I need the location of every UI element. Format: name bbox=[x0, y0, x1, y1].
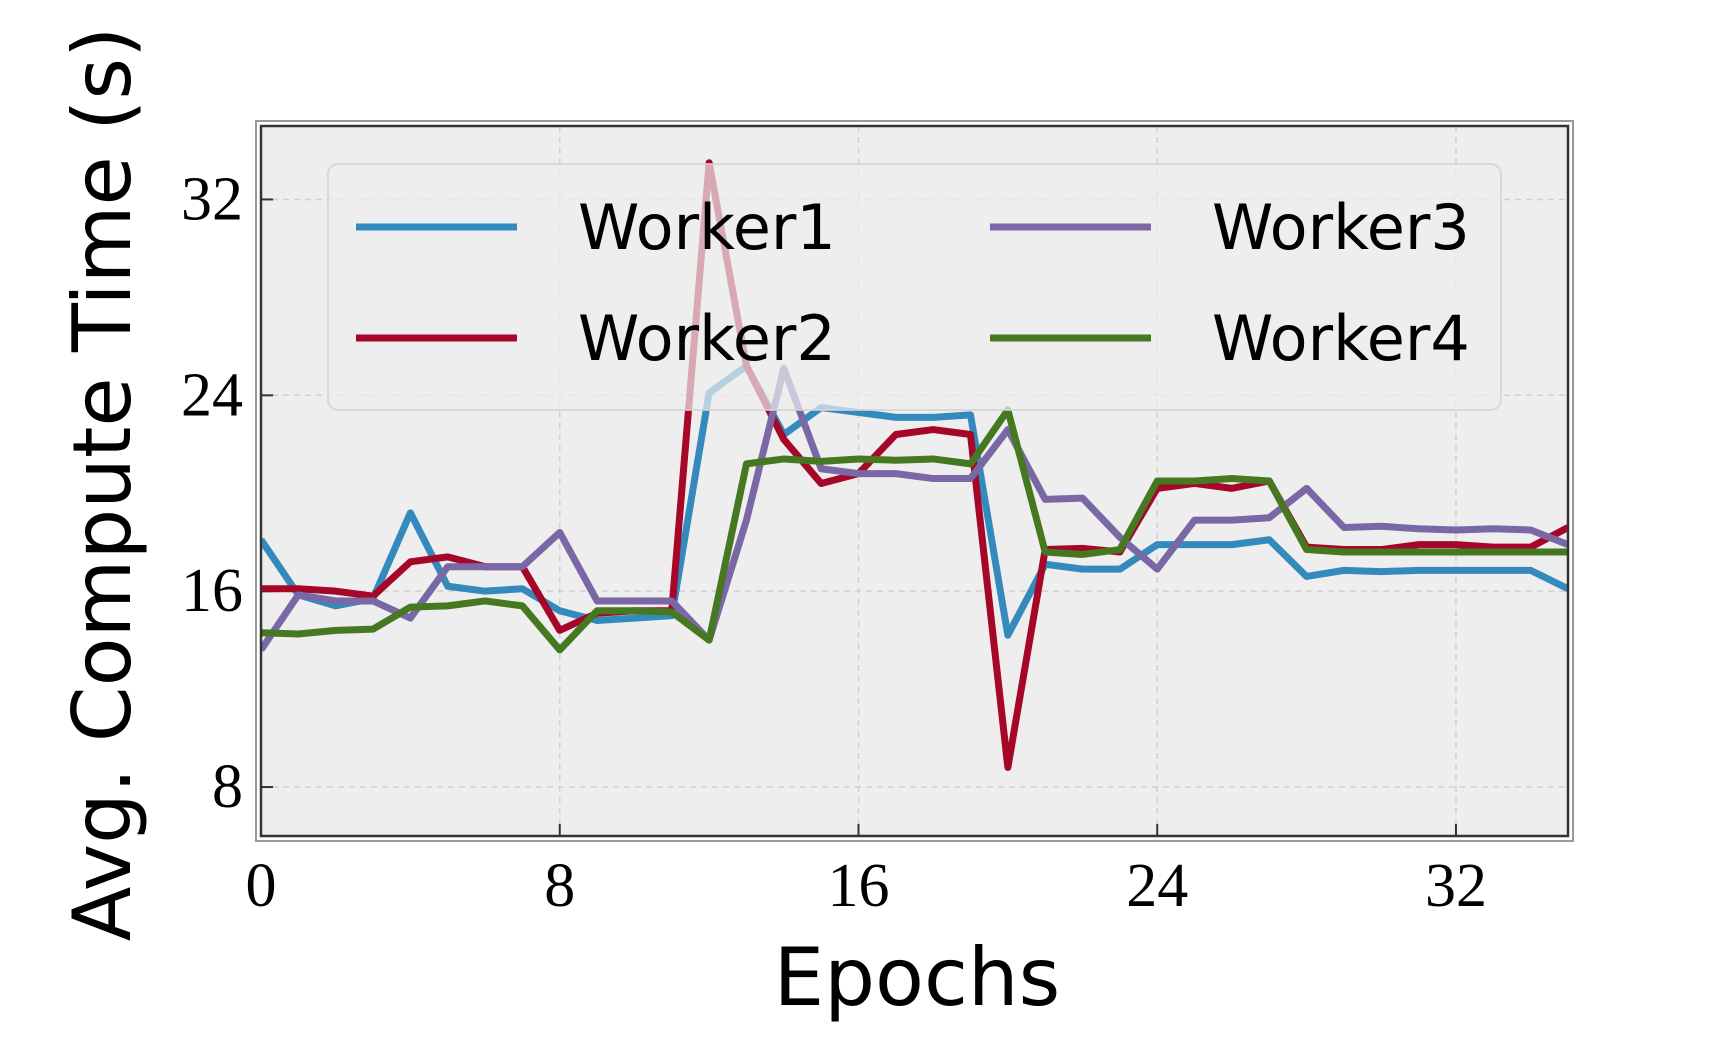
x-axis-label: Epochs bbox=[774, 931, 1061, 1024]
legend-box bbox=[327, 163, 1502, 411]
x-tick-label: 16 bbox=[827, 852, 889, 920]
x-tick-label: 32 bbox=[1425, 852, 1487, 920]
y-tick-label: 16 bbox=[181, 557, 243, 625]
legend-label: Worker4 bbox=[1212, 302, 1470, 375]
y-tick-label: 24 bbox=[181, 361, 243, 429]
legend-label: Worker3 bbox=[1212, 191, 1470, 264]
series-line bbox=[261, 364, 1568, 652]
legend-label: Worker1 bbox=[578, 191, 836, 264]
y-tick-label: 32 bbox=[181, 165, 243, 233]
series-line bbox=[261, 362, 1568, 639]
x-tick-label: 0 bbox=[246, 852, 277, 920]
y-axis-label: Avg. Compute Time (s) bbox=[56, 27, 149, 942]
legend-label: Worker2 bbox=[578, 302, 836, 375]
plot-frame-outer bbox=[255, 120, 1574, 842]
x-tick-label: 24 bbox=[1126, 852, 1188, 920]
x-tick-label: 8 bbox=[544, 852, 575, 920]
series-line bbox=[261, 406, 1568, 654]
plot-frame bbox=[259, 124, 1570, 838]
y-tick-label: 8 bbox=[212, 753, 243, 821]
